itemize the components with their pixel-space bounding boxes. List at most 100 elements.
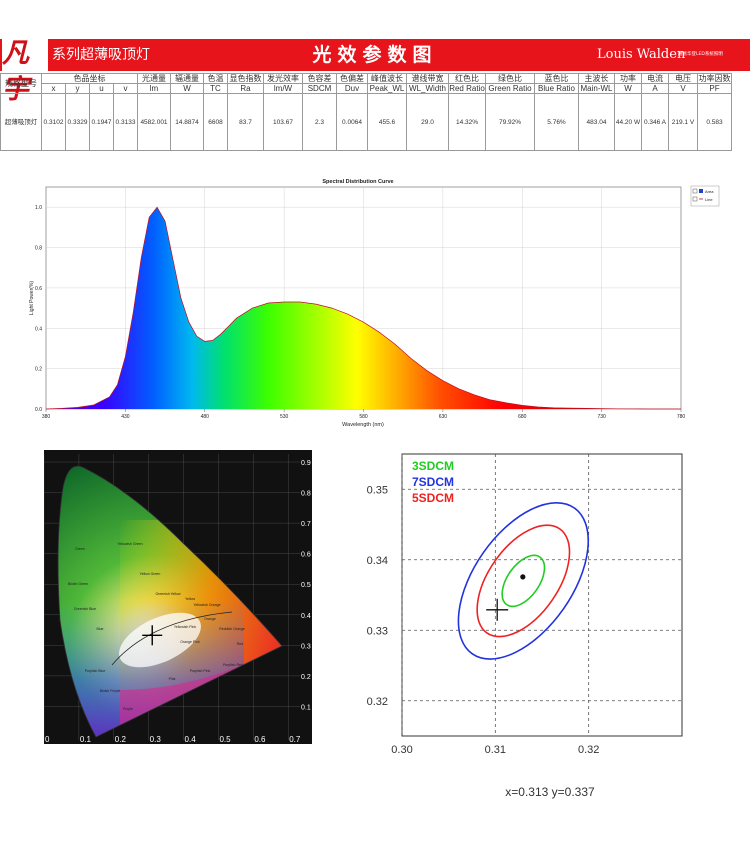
column-header: 蓝色比 xyxy=(534,73,579,84)
column-unit: V xyxy=(668,83,698,94)
y-tick-label: 0.2 xyxy=(35,367,42,373)
header-chroma: 色品坐标 xyxy=(41,73,138,84)
column-header: 绿色比 xyxy=(485,73,535,84)
parameter-table: 规格型号 色品坐标 光通量 辐通量 色温 显色指数 发光效率 色容差 色偏差 峰值波长 谱线带宽… xyxy=(0,73,732,151)
cie-x-tick-label: 0 xyxy=(45,735,50,744)
cie-region-label: Greenish Blue xyxy=(74,607,96,611)
cie-y-tick-label: 0.2 xyxy=(301,674,311,681)
table-cell: 455.6 xyxy=(367,93,407,151)
y-tick-label: 1.0 xyxy=(35,205,42,211)
cie-chromaticity-diagram: 0 0.1 0.2 0.3 0.4 0.5 0.6 0.7 0.9 0.8 0.7 0.6 0.5 0.4… xyxy=(44,450,312,744)
column-header: 色温 xyxy=(203,73,228,84)
cie-region-label: Pink xyxy=(169,677,176,681)
column-unit: lm/W xyxy=(263,83,303,94)
column-unit: Duv xyxy=(336,83,368,94)
brand-logo: 凡宇 xyxy=(2,36,48,105)
table-cell: 0.3133 xyxy=(113,93,138,151)
column-unit: Main-WL xyxy=(578,83,615,94)
cie-region-label: Yellow Green xyxy=(140,572,161,576)
y-tick-label: 0.8 xyxy=(35,246,42,252)
sdcm-legend-7sdcm: 7SDCM xyxy=(412,475,454,489)
cie-region-label: Yellowish Orange xyxy=(193,603,220,607)
table-cell: 483.04 xyxy=(578,93,615,151)
column-unit: lm xyxy=(137,83,171,94)
column-unit: PF xyxy=(697,83,732,94)
sdcm-legend-3sdcm: 3SDCM xyxy=(412,459,454,473)
column-header: u xyxy=(89,83,114,94)
x-tick-label: 580 xyxy=(359,414,368,420)
cell-model: 超薄吸顶灯 xyxy=(0,93,42,151)
column-header: 光通量 xyxy=(137,73,171,84)
column-header: 色偏差 xyxy=(336,73,368,84)
brand-subtitle: 路易华登LED系统照明 xyxy=(678,52,723,57)
cie-region-label: Bluish Green xyxy=(68,582,88,586)
sdcm-ellipse-7sdcm xyxy=(457,501,590,660)
cie-region-label: Green xyxy=(75,547,85,551)
x-tick-label: 780 xyxy=(677,414,686,420)
column-header: 主波长 xyxy=(578,73,615,84)
cie-region-label: Purplish Pink xyxy=(190,669,211,673)
column-unit: Peak_WL xyxy=(367,83,407,94)
cie-x-tick-label: 0.3 xyxy=(150,735,162,744)
x-tick-label: 730 xyxy=(597,414,606,420)
header-bar xyxy=(0,39,750,71)
cie-y-tick-label: 0.3 xyxy=(301,643,311,650)
cie-measurement-marker xyxy=(142,625,163,646)
cie-y-tick-label: 0.6 xyxy=(301,552,311,559)
column-header: 电压 xyxy=(668,73,698,84)
column-unit: Ra xyxy=(227,83,264,94)
y-tick-label: 0.0 xyxy=(35,407,42,413)
table-cell: 14.8874 xyxy=(170,93,204,151)
table-cell: 0.3102 xyxy=(41,93,66,151)
column-header: 红色比 xyxy=(448,73,486,84)
column-header: 发光效率 xyxy=(263,73,303,84)
cie-y-tick-label: 0.8 xyxy=(301,491,311,498)
column-header: 电流 xyxy=(641,73,669,84)
sdcm-legend-5sdcm: 5SDCM xyxy=(412,491,454,505)
cie-y-tick-label: 0.1 xyxy=(301,704,311,711)
cie-x-tick-label: 0.6 xyxy=(254,735,266,744)
spectral-chart: Spectral Distribution Curve 380 430 480 530… xyxy=(29,179,720,428)
column-unit: A xyxy=(641,83,669,94)
cie-region-label: Yellow xyxy=(185,597,195,601)
sdcm-ellipse-5sdcm xyxy=(476,524,571,638)
page-title: 光效参数图 xyxy=(312,44,438,66)
x-tick-label: 680 xyxy=(518,414,527,420)
cie-x-tick-label: 0.1 xyxy=(80,735,92,744)
cie-x-tick-label: 0.5 xyxy=(219,735,231,744)
sdcm-plot-frame xyxy=(401,453,683,737)
series-title: 系列超薄吸顶灯 xyxy=(52,47,150,63)
table-cell: 83.7 xyxy=(227,93,264,151)
sdcm-x-tick-label: 0.31 xyxy=(485,744,506,756)
column-unit: TC xyxy=(203,83,228,94)
column-unit: WL_Width xyxy=(406,83,449,94)
cie-region-label: Blue xyxy=(96,627,103,631)
table-cell: 0.583 xyxy=(697,93,732,151)
column-unit: W xyxy=(170,83,204,94)
cie-y-tick-label: 0.5 xyxy=(301,582,311,589)
column-header: 峰值波长 xyxy=(367,73,407,84)
column-header: 显色指数 xyxy=(227,73,264,84)
cie-x-tick-label: 0.7 xyxy=(289,735,301,744)
table-cell: 14.32% xyxy=(448,93,486,151)
cie-region-label: Purplish Blue xyxy=(85,669,106,673)
table-cell: 0.3329 xyxy=(65,93,90,151)
x-tick-label: 430 xyxy=(121,414,130,420)
column-unit: Green Ratio xyxy=(485,83,535,94)
column-unit: Red Ratio xyxy=(448,83,486,94)
cie-y-tick-label: 0.4 xyxy=(301,613,311,620)
cie-spectral-locus xyxy=(57,465,283,738)
cie-y-tick-label: 0.9 xyxy=(301,460,311,467)
table-cell: 44.20 W xyxy=(614,93,642,151)
header-model: 规格型号 xyxy=(0,73,42,94)
table-cell: 0.346 A xyxy=(641,93,669,151)
spectral-line xyxy=(45,206,681,410)
table-cell: 6608 xyxy=(203,93,228,151)
table-cell: 103.67 xyxy=(263,93,303,151)
y-tick-label: 0.6 xyxy=(35,286,42,292)
table-cell: 4582.001 xyxy=(137,93,171,151)
cie-region-label: Greenish Yellow xyxy=(155,592,181,596)
table-cell: 0.0064 xyxy=(336,93,368,151)
table-cell: 79.92% xyxy=(485,93,535,151)
sdcm-coordinate-readout: x=0.313 y=0.337 xyxy=(505,785,595,799)
